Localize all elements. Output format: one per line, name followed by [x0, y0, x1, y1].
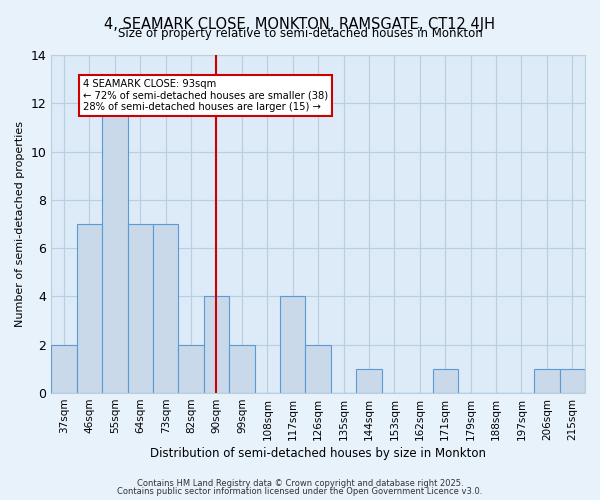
Text: 4 SEAMARK CLOSE: 93sqm
← 72% of semi-detached houses are smaller (38)
28% of sem: 4 SEAMARK CLOSE: 93sqm ← 72% of semi-det…: [83, 78, 328, 112]
Bar: [77, 224, 102, 393]
Text: Size of property relative to semi-detached houses in Monkton: Size of property relative to semi-detach…: [118, 28, 482, 40]
Bar: [204, 296, 229, 393]
Bar: [280, 296, 305, 393]
Bar: [128, 224, 153, 393]
Bar: [433, 369, 458, 393]
Bar: [102, 104, 128, 393]
Bar: [305, 345, 331, 393]
X-axis label: Distribution of semi-detached houses by size in Monkton: Distribution of semi-detached houses by …: [150, 447, 486, 460]
Bar: [560, 369, 585, 393]
Bar: [229, 345, 254, 393]
Text: Contains HM Land Registry data © Crown copyright and database right 2025.: Contains HM Land Registry data © Crown c…: [137, 479, 463, 488]
Bar: [356, 369, 382, 393]
Y-axis label: Number of semi-detached properties: Number of semi-detached properties: [15, 121, 25, 327]
Text: 4, SEAMARK CLOSE, MONKTON, RAMSGATE, CT12 4JH: 4, SEAMARK CLOSE, MONKTON, RAMSGATE, CT1…: [104, 18, 496, 32]
Bar: [534, 369, 560, 393]
Bar: [178, 345, 204, 393]
Bar: [153, 224, 178, 393]
Text: Contains public sector information licensed under the Open Government Licence v3: Contains public sector information licen…: [118, 486, 482, 496]
Bar: [51, 345, 77, 393]
